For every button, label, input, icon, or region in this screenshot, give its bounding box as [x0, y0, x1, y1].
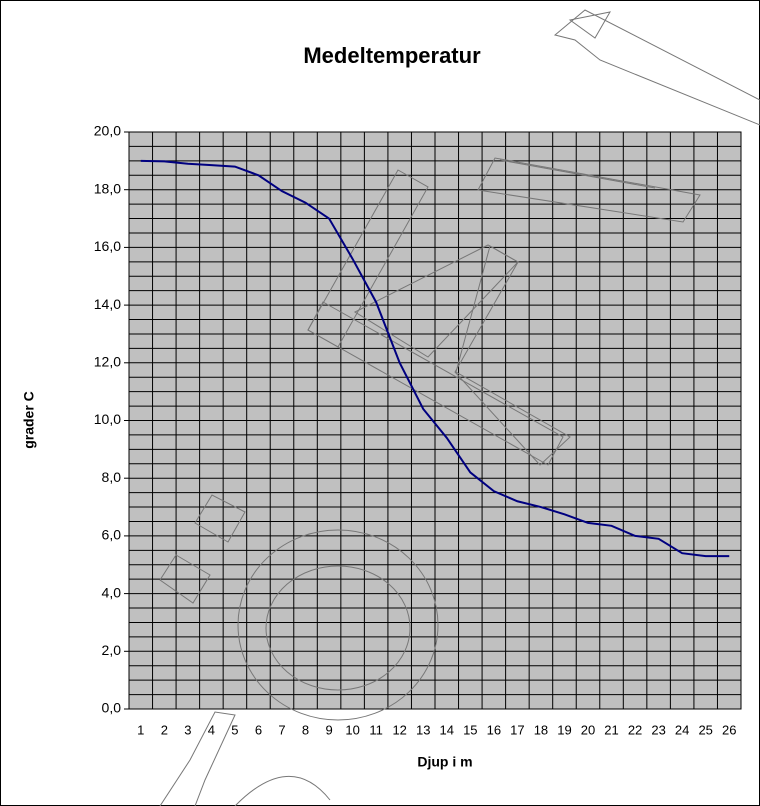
x-tick-label: 22: [628, 722, 642, 737]
x-tick-label: 5: [231, 722, 238, 737]
x-tick-label: 4: [208, 722, 215, 737]
y-tick-label: 6,0: [102, 527, 122, 543]
watermark-shape: [159, 554, 211, 604]
y-tick-label: 16,0: [94, 238, 121, 254]
data-line: [140, 159, 730, 558]
x-tick-label: 7: [278, 722, 285, 737]
plot-area: [128, 131, 742, 710]
x-tick-label: 25: [698, 722, 712, 737]
y-tick-label: 10,0: [94, 411, 121, 427]
x-tick-label: 1: [137, 722, 144, 737]
watermark-shape: [194, 494, 246, 543]
x-tick-label: 11: [369, 722, 383, 737]
x-tick-label: 15: [463, 722, 477, 737]
x-tick-label: 6: [255, 722, 262, 737]
y-tick-label: 18,0: [94, 180, 121, 196]
y-tick-label: 0,0: [102, 700, 122, 716]
x-tick-label: 20: [581, 722, 595, 737]
watermark-shape: [265, 565, 411, 691]
x-tick-label: 14: [440, 722, 454, 737]
watermark-shape: [237, 529, 439, 721]
y-tick-label: 14,0: [94, 296, 121, 312]
x-tick-label: 24: [675, 722, 689, 737]
x-tick-label: 26: [722, 722, 736, 737]
x-tick-label: 2: [161, 722, 168, 737]
watermark-shape: [477, 157, 701, 223]
chart-title: Medeltemperatur: [303, 43, 481, 68]
watermark: [159, 9, 760, 806]
x-tick-label: 19: [557, 722, 571, 737]
watermark-shape: [454, 245, 571, 466]
watermark-shape: [234, 776, 331, 806]
watermark-shape: [499, 159, 656, 189]
y-tick-label: 4,0: [102, 584, 122, 600]
x-tick-label: 12: [392, 722, 406, 737]
x-tick-label: 9: [325, 722, 332, 737]
x-tick-label: 13: [416, 722, 430, 737]
x-tick-label: 10: [345, 722, 359, 737]
watermark-shape: [568, 11, 611, 39]
x-axis-label: Djup i m: [417, 754, 472, 770]
x-tick-label: 8: [302, 722, 309, 737]
y-axis-label: grader C: [21, 391, 37, 449]
x-tick-label: 21: [604, 722, 618, 737]
x-tick-label: 23: [651, 722, 665, 737]
x-tick-label: 18: [534, 722, 548, 737]
y-tick-label: 12,0: [94, 354, 121, 370]
x-tick-label: 16: [487, 722, 501, 737]
watermark-shape: [307, 301, 564, 466]
y-tick-label: 8,0: [102, 469, 122, 485]
x-tick-label: 17: [510, 722, 524, 737]
y-tick-label: 2,0: [102, 642, 122, 658]
watermark-shape: [553, 9, 760, 126]
y-tick-label: 20,0: [94, 123, 121, 139]
watermark-shape: [159, 711, 236, 806]
x-tick-label: 3: [184, 722, 191, 737]
